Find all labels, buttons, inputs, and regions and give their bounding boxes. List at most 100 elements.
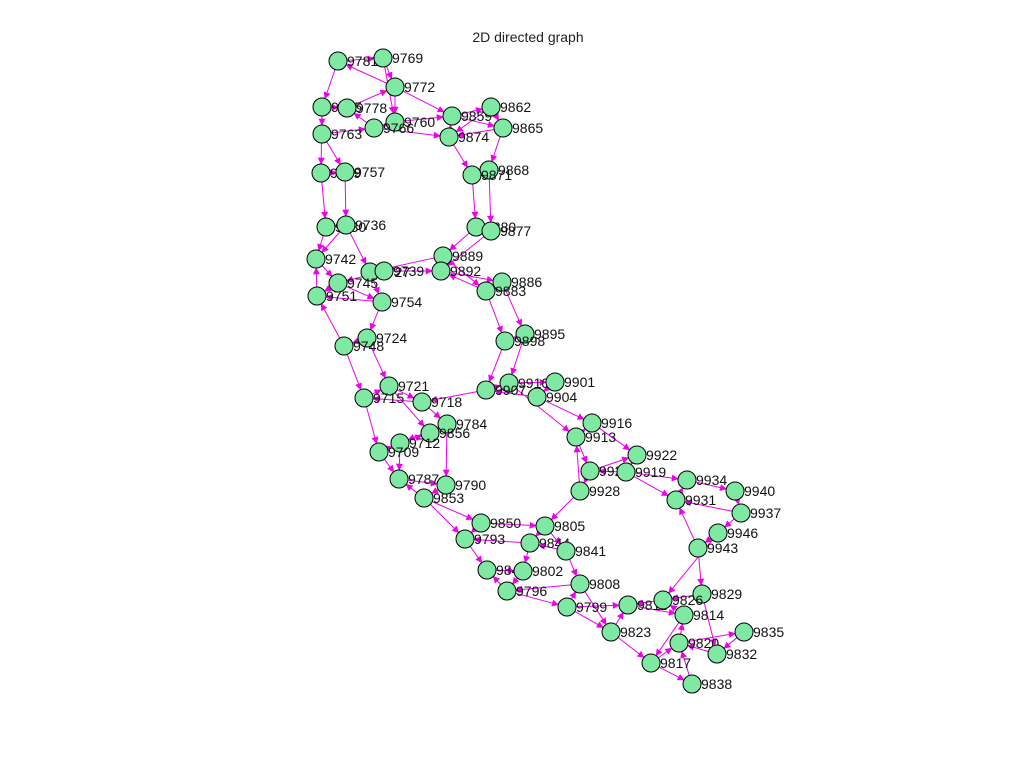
edge-9715-9721	[371, 389, 382, 396]
graph-node: 9823	[601, 622, 651, 642]
node-circle	[616, 462, 636, 482]
node-circle	[669, 633, 689, 653]
node-circle	[364, 118, 384, 138]
edge-9814-9817	[655, 622, 680, 657]
edge-9820-9814	[677, 623, 685, 635]
edge-9898-9907	[488, 349, 503, 383]
node-circle	[556, 541, 576, 561]
graph-node: 9781	[328, 51, 378, 71]
node-label: 9808	[589, 576, 620, 592]
graph-node: 9715	[354, 388, 404, 408]
node-label: 9787	[408, 471, 439, 487]
node-label: 9766	[383, 120, 414, 136]
node-label: 9904	[546, 389, 577, 405]
edge-9817-9820	[658, 647, 673, 659]
node-circle	[437, 414, 457, 434]
node-label: 9823	[620, 624, 651, 640]
graph-node: 9901	[545, 372, 595, 392]
graph-node: 9886	[492, 272, 542, 292]
node-circle	[462, 165, 482, 185]
edge-9853-9787	[405, 484, 418, 493]
node-label: 9871	[481, 167, 512, 183]
graph-node: 9793	[455, 529, 505, 549]
node-circle	[476, 281, 496, 301]
graph-node: 9883	[476, 281, 526, 301]
graph-node: 9841	[556, 541, 606, 561]
node-circle	[477, 560, 497, 580]
node-circle	[493, 118, 513, 138]
node-label: 9934	[696, 472, 727, 488]
node-label: 9715	[373, 390, 404, 406]
node-circle	[497, 581, 517, 601]
node-circle	[499, 373, 519, 393]
edge-9943-9829	[697, 556, 705, 586]
node-circle	[725, 481, 745, 501]
node-circle	[306, 249, 326, 269]
node-circle	[674, 605, 694, 625]
edge-9865-9874	[457, 128, 495, 138]
edge-9736-9742	[321, 231, 341, 253]
node-circle	[682, 674, 702, 694]
node-circle	[708, 523, 728, 543]
node-circle	[328, 273, 348, 293]
node-label: 9802	[532, 563, 563, 579]
graph-node: 9772	[385, 77, 435, 97]
node-label: 9718	[431, 394, 462, 410]
edge-9805-9841	[550, 532, 561, 545]
node-label: 9829	[711, 586, 742, 602]
edge-9754-9751	[325, 293, 374, 302]
edge-9868-9877	[487, 178, 494, 223]
graph-node: 9937	[731, 503, 781, 523]
node-circle	[513, 561, 533, 581]
node-circle	[337, 98, 357, 118]
edge-9937-9931	[684, 499, 733, 512]
edge-9943-9931	[679, 507, 695, 541]
edge-9916-9922	[599, 427, 631, 451]
edge-9718-9715	[372, 395, 414, 403]
graph-node: 9928	[570, 481, 620, 501]
graph-node: 9787	[389, 469, 439, 489]
graph-node: 9805	[535, 516, 585, 536]
edge-9769-9772	[385, 66, 393, 80]
edge-9844-9793	[473, 536, 522, 544]
node-circle	[357, 328, 377, 348]
node-label: 9784	[456, 416, 487, 432]
node-circle	[328, 51, 348, 71]
edge-9946-9943	[704, 536, 713, 544]
node-circle	[369, 442, 389, 462]
edge-9781-9769	[346, 55, 375, 63]
node-circle	[336, 215, 356, 235]
node-label: 9898	[514, 333, 545, 349]
edge-9799-9811	[575, 602, 620, 609]
graph-node: 9778	[337, 98, 387, 118]
edge-9865-9868	[490, 136, 501, 163]
node-label: 9742	[325, 251, 356, 267]
node-circle	[570, 574, 590, 594]
node-circle	[570, 481, 590, 501]
edge-9718-9784	[428, 407, 441, 419]
node-label: 9940	[744, 483, 775, 499]
node-circle	[582, 413, 602, 433]
edge-9859-9862	[460, 107, 483, 115]
node-circle	[520, 533, 540, 553]
graph-node: 9838	[682, 674, 732, 694]
graph-node: 9766	[364, 118, 414, 138]
edge-9886-9895	[505, 290, 523, 327]
graph-node: 9742	[306, 249, 356, 269]
node-circle	[414, 488, 434, 508]
node-label: 9901	[564, 374, 595, 390]
graph-node: 9868	[479, 160, 529, 180]
node-label: 9826	[672, 592, 703, 608]
node-label: 9736	[355, 217, 386, 233]
edge-9844-9802	[523, 551, 531, 563]
edge-9919-9934	[634, 472, 679, 482]
node-label: 9907	[495, 382, 526, 398]
node-label: 9709	[388, 444, 419, 460]
node-label: 9931	[685, 492, 716, 508]
graph-node: 9835	[734, 622, 784, 642]
node-label: 9769	[392, 50, 423, 66]
node-label: 9721	[398, 378, 429, 394]
edge-9808-9823	[584, 591, 607, 626]
edge-9940-9937	[733, 497, 741, 505]
